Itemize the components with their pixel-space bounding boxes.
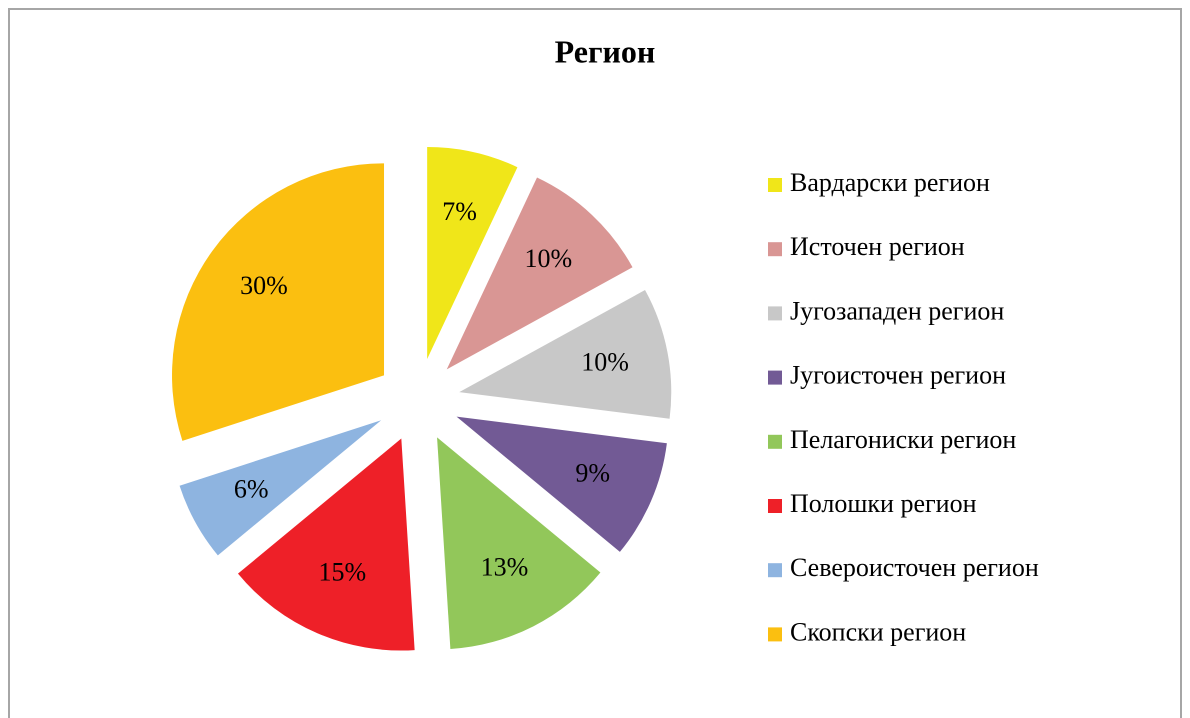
legend-swatch <box>768 306 782 321</box>
legend-swatch <box>768 242 782 257</box>
legend-label: Пелагониски регион <box>790 425 1016 454</box>
chart-border <box>8 8 1182 718</box>
legend-label: Источен регион <box>790 232 965 261</box>
pie-slice <box>237 438 415 651</box>
legend-swatch <box>768 563 782 578</box>
pie-slice <box>459 289 672 419</box>
pie-slice <box>437 437 601 650</box>
chart-title: Регион <box>555 33 656 69</box>
pie-slice <box>172 163 385 441</box>
legend-swatch <box>768 370 782 385</box>
legend-swatch <box>768 627 782 642</box>
data-label: 30% <box>240 271 288 300</box>
data-label: 7% <box>442 197 477 226</box>
data-label: 13% <box>481 553 529 582</box>
legend-swatch <box>768 178 782 192</box>
legend-label: Вардарски регион <box>790 168 990 197</box>
data-label: 10% <box>581 347 629 376</box>
pie-slice <box>427 147 518 360</box>
data-label: 10% <box>525 244 573 273</box>
legend-swatch <box>768 434 782 449</box>
legend-label: Југоисточен регион <box>790 361 1006 390</box>
data-label: 6% <box>234 475 269 504</box>
legend-label: Полошки регион <box>790 489 977 518</box>
pie-slice <box>456 416 667 552</box>
data-label: 15% <box>319 558 367 587</box>
data-label: 9% <box>575 459 610 488</box>
legend-label: Скопски регион <box>790 617 966 646</box>
legend-label: Североисточен регион <box>790 553 1039 582</box>
pie-slice <box>446 177 633 370</box>
pie-slice <box>179 420 382 556</box>
legend-swatch <box>768 499 782 513</box>
legend-label: Југозападен регион <box>790 296 1004 325</box>
